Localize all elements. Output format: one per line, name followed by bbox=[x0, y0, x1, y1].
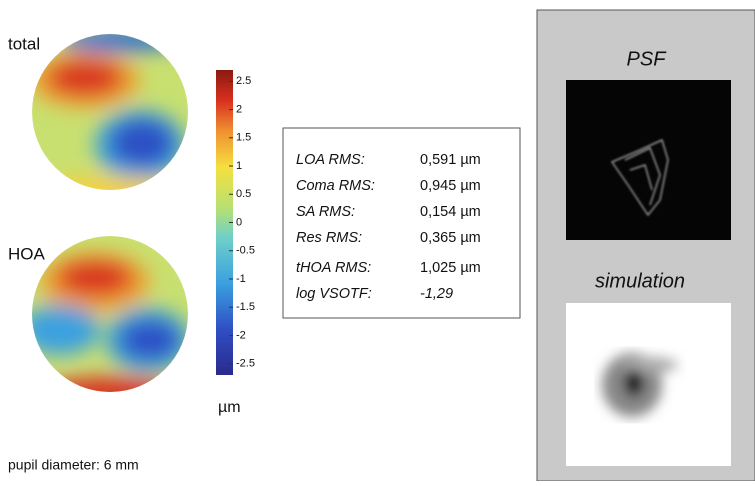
psf-label: PSF bbox=[627, 48, 668, 70]
stat-name: Coma RMS: bbox=[296, 178, 375, 194]
stat-value: 0,591 µm bbox=[420, 152, 481, 168]
tick-label: -0.5 bbox=[236, 245, 255, 257]
tick-label: 0.5 bbox=[236, 188, 251, 200]
tick-label: -2 bbox=[236, 329, 246, 341]
stat-name: SA RMS: bbox=[296, 204, 355, 220]
wavefront-map bbox=[20, 236, 190, 409]
tick-label: 1.5 bbox=[236, 132, 251, 144]
stat-value: 0,945 µm bbox=[420, 178, 481, 194]
pupil-diameter: pupil diameter: 6 mm bbox=[8, 457, 139, 473]
map-label: HOA bbox=[8, 244, 46, 263]
tick-label: 1 bbox=[236, 160, 242, 172]
map-label: total bbox=[8, 34, 40, 53]
figure: total HOA 2.5 2 1.5 1 0.5 0 -0.5 -1 -1.5 -2 -2.5 µ… bbox=[0, 0, 755, 481]
tick-label: -2.5 bbox=[236, 358, 255, 370]
stat-value: 1,025 µm bbox=[420, 260, 481, 276]
simulation-label: simulation bbox=[595, 270, 685, 292]
stat-name: Res RMS: bbox=[296, 230, 362, 246]
stat-value: 0,365 µm bbox=[420, 230, 481, 246]
tick-label: -1.5 bbox=[236, 301, 255, 313]
stat-name: LOA RMS: bbox=[296, 152, 365, 168]
stat-value: -1,29 bbox=[420, 286, 453, 302]
psf-image bbox=[566, 80, 731, 240]
tick-label: 2.5 bbox=[236, 75, 251, 87]
stat-name: log VSOTF: bbox=[296, 286, 372, 302]
stat-value: 0,154 µm bbox=[420, 204, 481, 220]
tick-label: -1 bbox=[236, 273, 246, 285]
colorbar-unit: µm bbox=[218, 399, 241, 416]
tick-label: 2 bbox=[236, 103, 242, 115]
tick-label: 0 bbox=[236, 216, 242, 228]
stat-name: tHOA RMS: bbox=[296, 260, 371, 276]
wavefront-map bbox=[30, 28, 188, 204]
